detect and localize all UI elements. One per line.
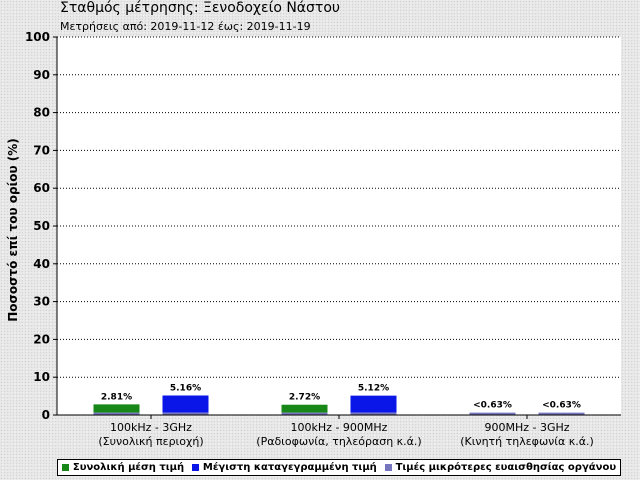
legend-label-mean: Συνολική μέση τιμή: [72, 462, 185, 473]
x-tick-sublabel: (Κινητή τηλεφωνία κ.ά.): [460, 435, 594, 448]
y-tick-label: 30: [33, 295, 50, 309]
data-label: 5.12%: [358, 384, 389, 394]
data-label: <0.63%: [473, 401, 512, 411]
legend-item-mean: Συνολική μέση τιμή: [61, 462, 185, 473]
legend-label-max: Μέγιστη καταγεγραμμένη τιμή: [202, 462, 377, 473]
legend-item-sensitivity: Τιμές μικρότερες ευαισθησίας οργάνου: [384, 462, 617, 473]
x-tick-sublabel: (Ραδιοφωνία, τηλεόραση κ.ά.): [256, 435, 421, 448]
bar-floor-segment: [469, 412, 516, 415]
y-tick-label: 100: [25, 30, 50, 44]
y-tick-label: 60: [33, 181, 50, 195]
bar: [162, 395, 209, 413]
y-tick-label: 0: [42, 408, 50, 422]
bar: [93, 404, 140, 413]
gridlines: [57, 36, 621, 378]
y-tick-label: 90: [33, 68, 50, 82]
legend-swatch-sensitivity: [384, 464, 392, 471]
legend: Συνολική μέση τιμή Μέγιστη καταγεγραμμέν…: [57, 459, 621, 476]
bar-floor-segment: [281, 412, 328, 415]
bar-floor-segment: [162, 412, 209, 415]
x-tick-sublabel: (Συνολική περιοχή): [98, 435, 203, 448]
y-tick-label: 20: [33, 332, 50, 346]
data-label: 2.81%: [101, 392, 132, 402]
bars: [93, 395, 585, 415]
bar: [350, 395, 397, 413]
bar-floor-segment: [538, 412, 585, 415]
y-tick-label: 80: [33, 106, 50, 120]
chart-subtitle: Μετρήσεις από: 2019-11-12 έως: 2019-11-1…: [60, 20, 311, 33]
x-tick-label: 100kHz - 900MHz: [291, 421, 388, 434]
data-label: 2.72%: [289, 393, 320, 403]
legend-item-max: Μέγιστη καταγεγραμμένη τιμή: [191, 462, 377, 473]
y-tick-labels: 0 10 20 30 40 50 60 70 80 90 100: [25, 30, 57, 422]
y-tick-label: 40: [33, 257, 50, 271]
y-tick-label: 10: [33, 370, 50, 384]
bar: [281, 404, 328, 413]
value-labels: 2.81% 5.16% 2.72% 5.12% <0.63% <0.63%: [101, 383, 581, 410]
legend-swatch-mean: [61, 464, 69, 471]
y-axis-label: Ποσοστό επί του ορίου (%): [6, 138, 20, 322]
y-tick-label: 70: [33, 143, 50, 157]
data-label: <0.63%: [542, 401, 581, 411]
y-tick-label: 50: [33, 219, 50, 233]
bar-floor-segment: [93, 412, 140, 415]
x-tick-labels: 100kHz - 3GHz(Συνολική περιοχή) 100kHz - …: [98, 415, 594, 448]
data-label: 5.16%: [170, 383, 201, 393]
chart-title: Σταθμός μέτρησης: Ξενοδοχείο Νάστου: [60, 0, 341, 16]
legend-swatch-max: [191, 464, 199, 471]
x-tick-label: 900MHz - 3GHz: [484, 421, 569, 434]
bar-floor-segment: [350, 412, 397, 415]
x-tick-label: 100kHz - 3GHz: [110, 421, 192, 434]
legend-label-sensitivity: Τιμές μικρότερες ευαισθησίας οργάνου: [395, 462, 617, 473]
